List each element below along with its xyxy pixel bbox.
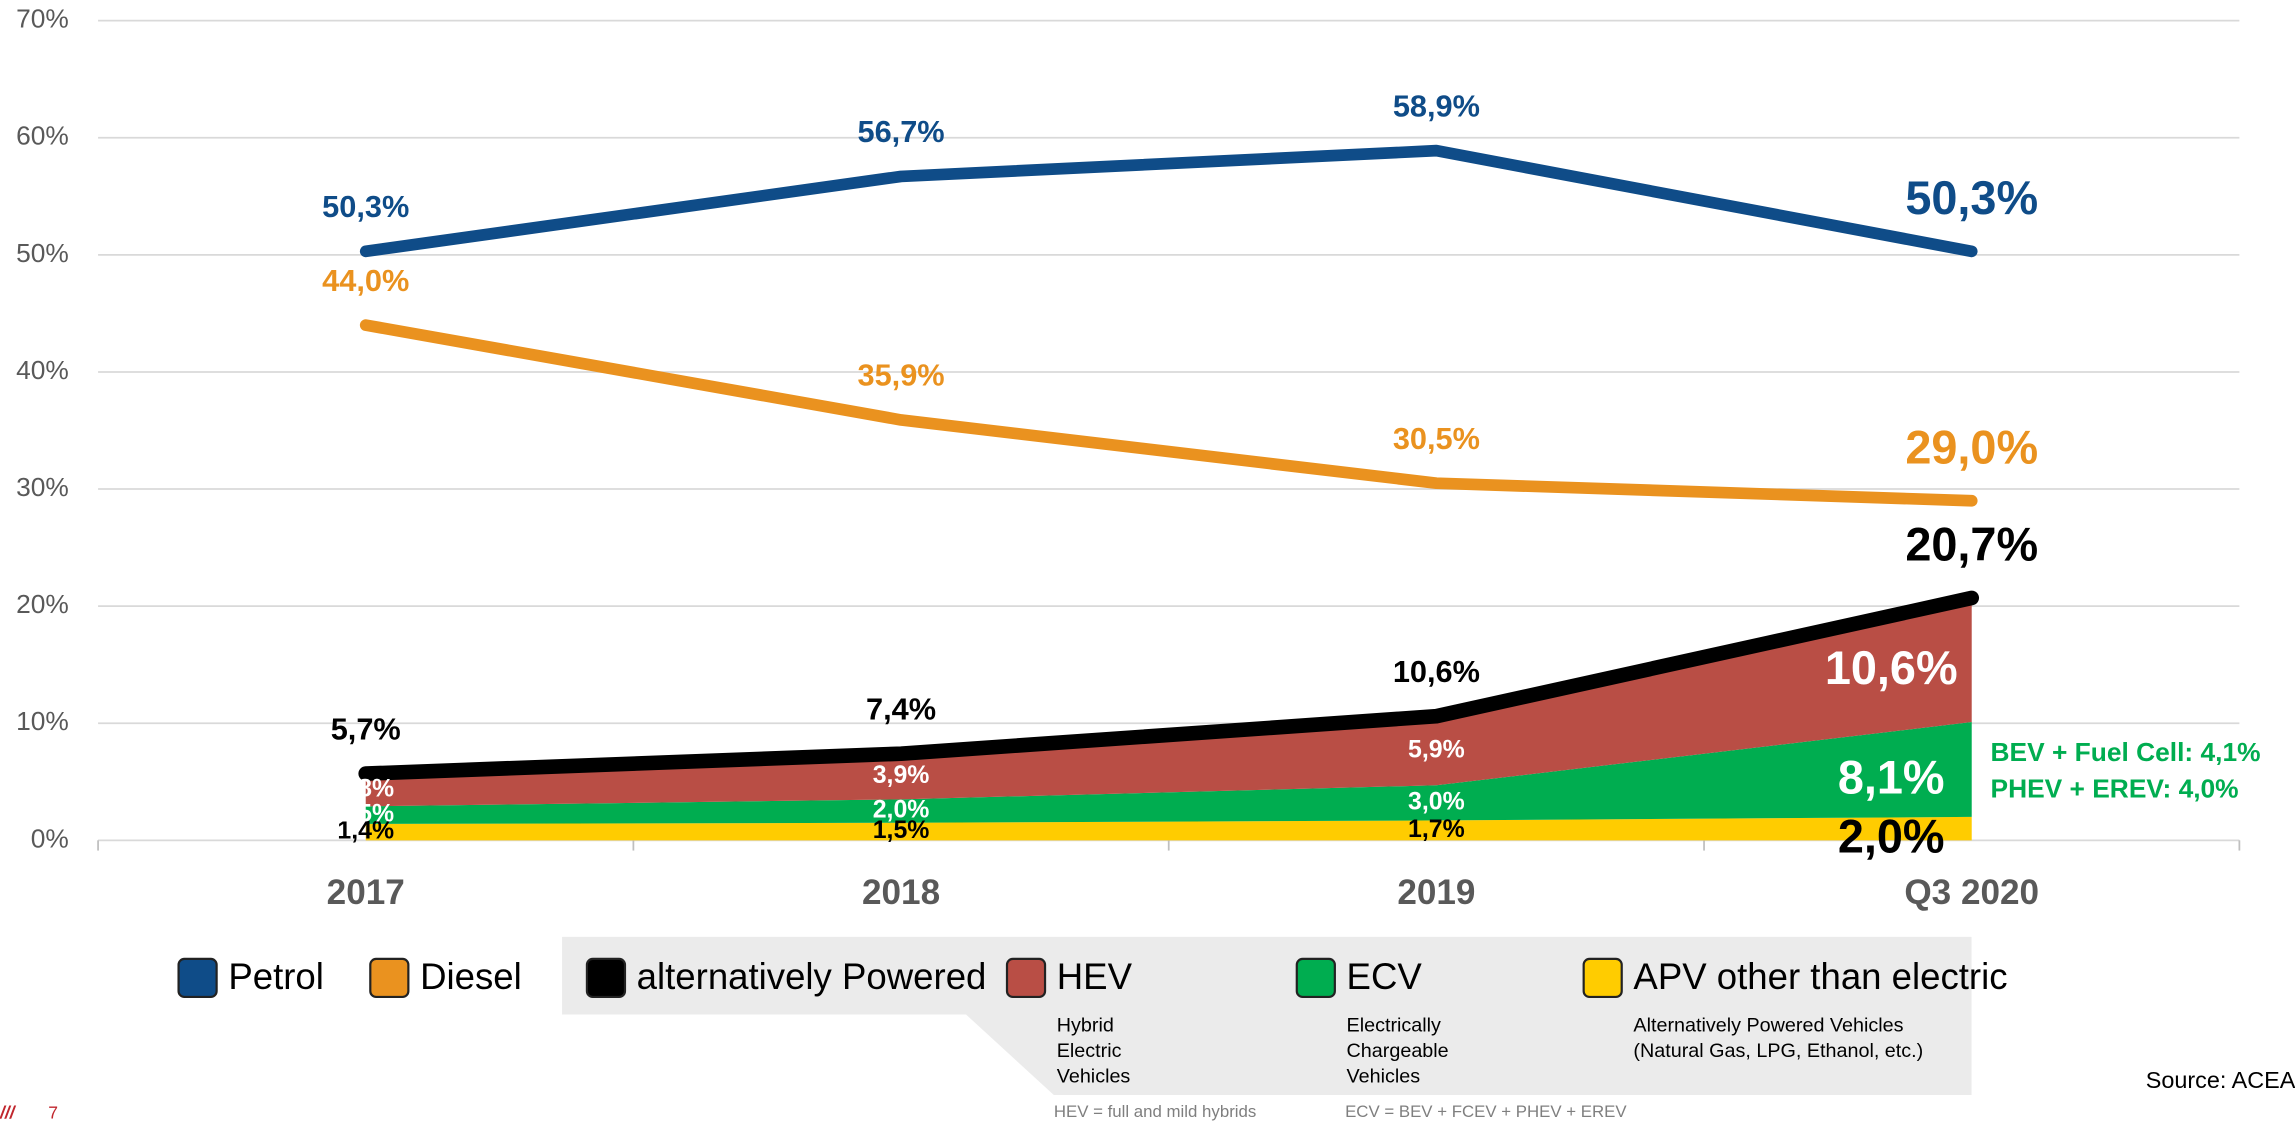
data-label: 1,4% bbox=[337, 817, 394, 845]
line bbox=[359, 144, 1978, 258]
area bbox=[365, 597, 1972, 807]
page-number: 7 bbox=[48, 1103, 58, 1123]
legend-label: Diesel bbox=[420, 956, 522, 997]
x-tick-label: Q3 2020 bbox=[1904, 873, 2039, 912]
legend-description: Vehicles bbox=[1057, 1066, 1131, 1088]
data-label: 58,9% bbox=[1393, 88, 1480, 123]
data-label: 1,5% bbox=[337, 800, 394, 828]
data-label: 2,8% bbox=[337, 775, 394, 803]
data-label: 5,9% bbox=[1408, 735, 1465, 763]
area bbox=[365, 722, 1972, 824]
line bbox=[358, 590, 1980, 781]
y-tick-label: 40% bbox=[16, 355, 69, 385]
data-label: 5,7% bbox=[331, 711, 401, 746]
data-label: 2,0% bbox=[1838, 811, 1945, 863]
legend-description: (Natural Gas, LPG, Ethanol, etc.) bbox=[1633, 1040, 1923, 1062]
data-label: 56,7% bbox=[858, 114, 945, 149]
legend-description: Hybrid bbox=[1057, 1014, 1114, 1036]
legend-description: Electric bbox=[1057, 1040, 1122, 1062]
y-tick-label: 30% bbox=[16, 472, 69, 502]
legend-label: alternatively Powered bbox=[637, 956, 987, 997]
data-label: 3,9% bbox=[873, 761, 930, 789]
data-label: 7,4% bbox=[866, 691, 936, 726]
data-label: 3,0% bbox=[1408, 787, 1465, 815]
logo: /// bbox=[0, 1103, 17, 1123]
y-tick-label: 50% bbox=[16, 238, 69, 268]
y-tick-label: 70% bbox=[16, 4, 69, 34]
annotation: BEV + Fuel Cell: 4,1% bbox=[1991, 737, 2261, 767]
data-label: 20,7% bbox=[1905, 519, 2038, 571]
legend-label: APV other than electric bbox=[1633, 956, 2007, 997]
legend-swatch bbox=[369, 957, 410, 999]
data-label: 50,3% bbox=[1905, 172, 2038, 224]
legend-swatch bbox=[1005, 957, 1047, 999]
line bbox=[359, 319, 1978, 507]
legend-swatch bbox=[585, 957, 627, 999]
y-tick-label: 0% bbox=[31, 823, 69, 853]
data-label: 1,5% bbox=[873, 816, 930, 844]
footnote: ECV = BEV + FCEV + PHEV + EREV bbox=[1345, 1102, 1627, 1121]
x-tick-label: 2017 bbox=[327, 873, 405, 912]
data-label: 29,0% bbox=[1905, 421, 2038, 473]
data-label: 8,1% bbox=[1838, 752, 1945, 804]
source: Source: ACEA bbox=[2146, 1067, 2295, 1093]
legend-label: HEV bbox=[1057, 956, 1133, 997]
data-label: 35,9% bbox=[858, 358, 945, 393]
y-tick-label: 10% bbox=[16, 706, 69, 736]
legend-label: ECV bbox=[1347, 956, 1423, 997]
data-label: 50,3% bbox=[322, 189, 409, 224]
x-tick-label: 2019 bbox=[1397, 873, 1475, 912]
legend-swatch bbox=[1295, 957, 1336, 999]
area bbox=[365, 816, 1972, 841]
data-label: 10,6% bbox=[1825, 642, 1958, 694]
data-label: 2,0% bbox=[873, 796, 930, 824]
data-label: 30,5% bbox=[1393, 421, 1480, 456]
legend-description: Chargeable bbox=[1347, 1040, 1449, 1062]
legend-description: Vehicles bbox=[1347, 1066, 1421, 1088]
legend-description: Electrically bbox=[1347, 1014, 1442, 1036]
x-tick-label: 2018 bbox=[862, 873, 940, 912]
footnote: HEV = full and mild hybrids bbox=[1054, 1102, 1257, 1121]
data-label: 10,6% bbox=[1393, 654, 1480, 689]
legend-swatch bbox=[177, 957, 218, 999]
data-label: 44,0% bbox=[322, 263, 409, 298]
data-label: 1,7% bbox=[1408, 815, 1465, 843]
legend-description: Alternatively Powered Vehicles bbox=[1633, 1014, 1903, 1036]
annotation: PHEV + EREV: 4,0% bbox=[1991, 774, 2239, 804]
legend-label: Petrol bbox=[228, 956, 324, 997]
y-tick-label: 20% bbox=[16, 589, 69, 619]
legend-swatch bbox=[1582, 957, 1623, 999]
y-tick-label: 60% bbox=[16, 121, 69, 151]
